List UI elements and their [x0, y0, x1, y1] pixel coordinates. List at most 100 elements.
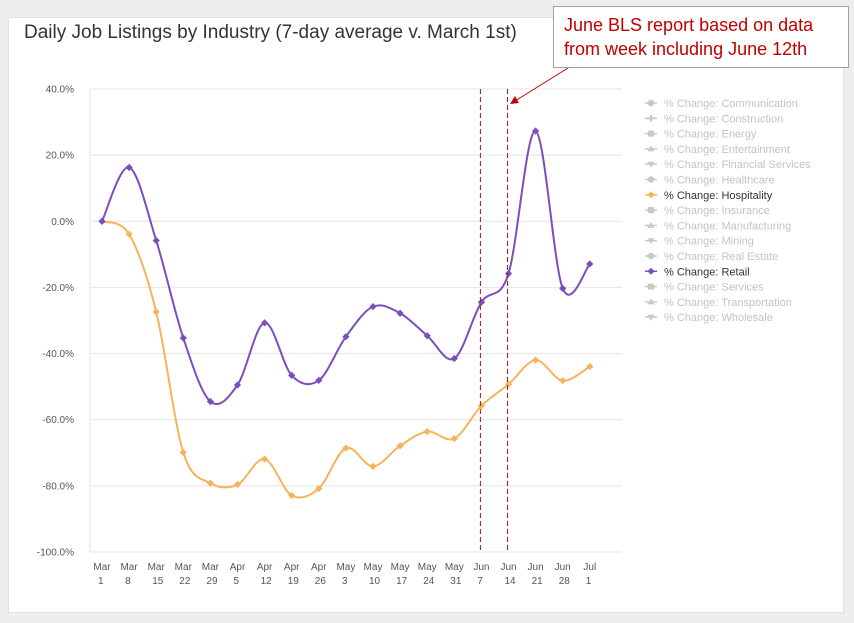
x-tick-label-day: 29: [206, 576, 218, 587]
hospitality-data-point: [315, 484, 323, 493]
legend-item-label: % Change: Real Estate: [664, 251, 778, 263]
legend-marker-triangle-down: [647, 314, 655, 321]
y-tick-label: -100.0%: [37, 548, 74, 559]
y-tick-label: 40.0%: [46, 85, 74, 96]
retail-data-point: [206, 397, 214, 406]
hospitality-data-point: [559, 377, 567, 385]
x-tick-label-month: Apr: [230, 562, 246, 573]
retail-data-point: [477, 298, 485, 306]
annotation-line-2: from week including June 12th: [564, 39, 808, 59]
hospitality-data-point: [261, 455, 269, 463]
x-tick-label-day: 26: [315, 576, 327, 587]
legend-marker-diamond: [647, 191, 655, 199]
x-tick-label-day: 15: [152, 576, 164, 587]
retail-data-point: [396, 309, 404, 317]
x-tick-label-month: Apr: [284, 562, 300, 573]
x-tick-label-month: Jun: [473, 562, 489, 573]
legend-item-label: % Change: Communication: [664, 98, 798, 110]
annotation-arrowhead: [510, 96, 519, 104]
legend-item-label: % Change: Energy: [664, 129, 757, 141]
x-tick-label-month: Apr: [311, 562, 327, 573]
x-tick-label-month: May: [364, 562, 383, 573]
hospitality-data-point: [233, 480, 242, 489]
retail-data-point: [98, 217, 106, 225]
x-tick-label-month: Mar: [93, 562, 111, 573]
y-tick-label: -20.0%: [42, 283, 74, 294]
x-tick-label-month: Mar: [120, 562, 138, 573]
hospitality-data-point: [369, 462, 377, 470]
hospitality-data-point: [206, 479, 214, 487]
hospitality-data-point: [477, 402, 485, 410]
x-tick-label-month: Mar: [202, 562, 220, 573]
legend-item-label: % Change: Services: [664, 282, 764, 294]
legend-marker-triangle-down: [647, 238, 655, 245]
retail-data-point: [152, 236, 160, 245]
retail-data-point: [233, 381, 242, 389]
x-tick-label-day: 12: [261, 576, 273, 587]
retail-data-point: [504, 269, 513, 278]
legend-marker-triangle: [647, 221, 655, 228]
x-tick-label-day: 21: [532, 576, 544, 587]
legend-marker-circle: [647, 252, 655, 260]
hospitality-data-point: [152, 308, 160, 316]
legend-marker-circle: [647, 176, 655, 183]
hospitality-series-line: [101, 220, 591, 499]
x-tick-label-day: 19: [288, 576, 300, 587]
legend-item-label: % Change: Insurance: [664, 205, 770, 217]
x-tick-label-day: 14: [505, 576, 517, 587]
legend-marker-diamond: [647, 267, 655, 275]
x-tick-label-month: May: [336, 562, 355, 573]
x-tick-label-month: Jun: [555, 562, 571, 573]
legend-marker-square: [648, 207, 654, 214]
x-tick-label-month: May: [445, 562, 464, 573]
legend-item-label: % Change: Construction: [664, 113, 783, 125]
y-tick-label: -40.0%: [42, 349, 74, 360]
retail-data-point: [559, 284, 567, 293]
legend-marker-triangle-down: [647, 161, 655, 168]
retail-data-point: [315, 376, 323, 384]
retail-data-point: [342, 333, 350, 341]
legend-item-label: % Change: Healthcare: [664, 175, 775, 187]
hospitality-data-point: [504, 380, 513, 388]
x-tick-label-day: 5: [234, 576, 240, 587]
x-tick-label-month: Jun: [500, 562, 516, 573]
legend-marker-triangle: [647, 145, 655, 152]
legend-marker-square: [648, 130, 654, 137]
x-tick-label-day: 3: [342, 576, 348, 587]
legend-item-label: % Change: Transportation: [664, 297, 792, 309]
y-tick-label: 20.0%: [46, 151, 74, 162]
hospitality-data-point: [423, 428, 431, 436]
retail-data-point: [261, 319, 269, 327]
retail-data-point: [125, 163, 133, 171]
retail-data-point: [369, 303, 377, 311]
x-tick-label-month: Jun: [528, 562, 544, 573]
hospitality-data-point: [586, 362, 594, 371]
x-tick-label-day: 28: [559, 576, 571, 587]
hospitality-data-point: [396, 442, 404, 450]
chart-card: [8, 17, 844, 613]
x-tick-label-month: Apr: [257, 562, 273, 573]
annotation-line-1: June BLS report based on data: [564, 15, 814, 35]
hospitality-data-point: [179, 448, 187, 457]
x-tick-label-month: May: [391, 562, 410, 573]
legend-marker-triangle: [647, 298, 655, 305]
legend-marker-circle: [647, 99, 655, 107]
x-tick-label-day: 1: [98, 576, 104, 587]
chart-title: Daily Job Listings by Industry (7-day av…: [24, 22, 517, 43]
hospitality-data-point: [288, 491, 296, 500]
legend-item-label: % Change: Hospitality: [664, 190, 773, 202]
x-tick-label-month: May: [418, 562, 437, 573]
x-tick-label-day: 24: [423, 576, 435, 587]
y-tick-label: 0.0%: [51, 217, 74, 228]
retail-series-line: [101, 129, 591, 406]
y-tick-label: -80.0%: [42, 481, 74, 492]
retail-data-point: [423, 332, 431, 340]
x-tick-label-month: Jul: [583, 562, 596, 573]
retail-data-point: [288, 371, 296, 379]
retail-data-point: [532, 127, 540, 135]
legend-marker-square: [648, 283, 654, 290]
y-tick-label: -60.0%: [42, 415, 74, 426]
x-tick-label-month: Mar: [175, 562, 193, 573]
hospitality-data-point: [342, 444, 350, 452]
